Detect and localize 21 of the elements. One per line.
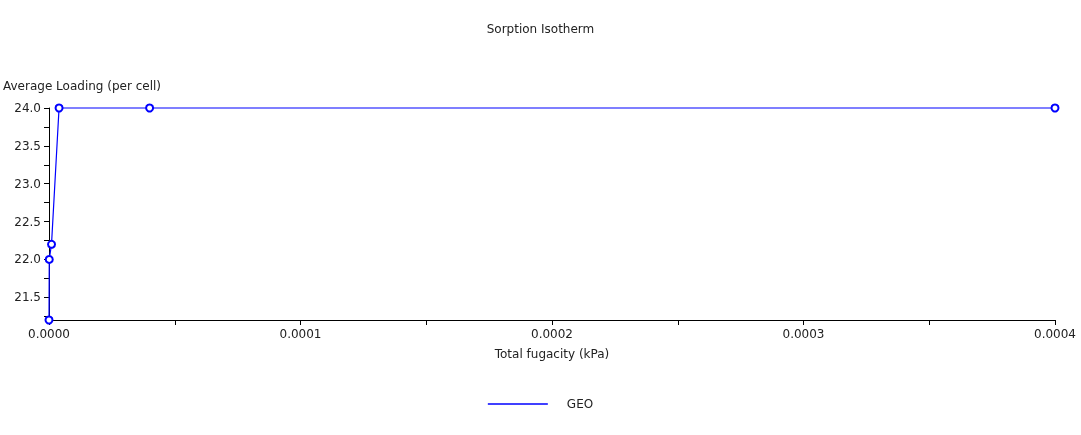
x-tick-label: 0.0004 — [1034, 327, 1076, 341]
point — [1050, 103, 1060, 113]
x-tick-label: 0.0002 — [531, 327, 573, 341]
point — [47, 239, 57, 249]
point — [145, 103, 155, 113]
y-tick-label: 23.0 — [14, 176, 41, 191]
y-axis-title: Average Loading (per cell) — [3, 79, 162, 93]
y-tick-label: 24.0 — [14, 101, 41, 115]
y-tick-label: 23.5 — [14, 138, 41, 153]
point — [44, 254, 54, 264]
x-axis-title: Total fugacity (kPa) — [493, 347, 610, 361]
point — [54, 103, 64, 113]
y-tick-label: 22.0 — [14, 252, 41, 267]
point — [44, 315, 54, 325]
x-tick-label: 0.0000 — [28, 327, 70, 341]
y-tick-label: 21.5 — [14, 290, 41, 305]
text: GEO — [566, 397, 594, 411]
x-tick-label: 0.0001 — [279, 327, 322, 341]
chart-title: Sorption Isotherm — [486, 22, 595, 36]
x-tick-label: 0.0003 — [782, 327, 825, 341]
y-tick-label: 22.5 — [14, 214, 41, 229]
